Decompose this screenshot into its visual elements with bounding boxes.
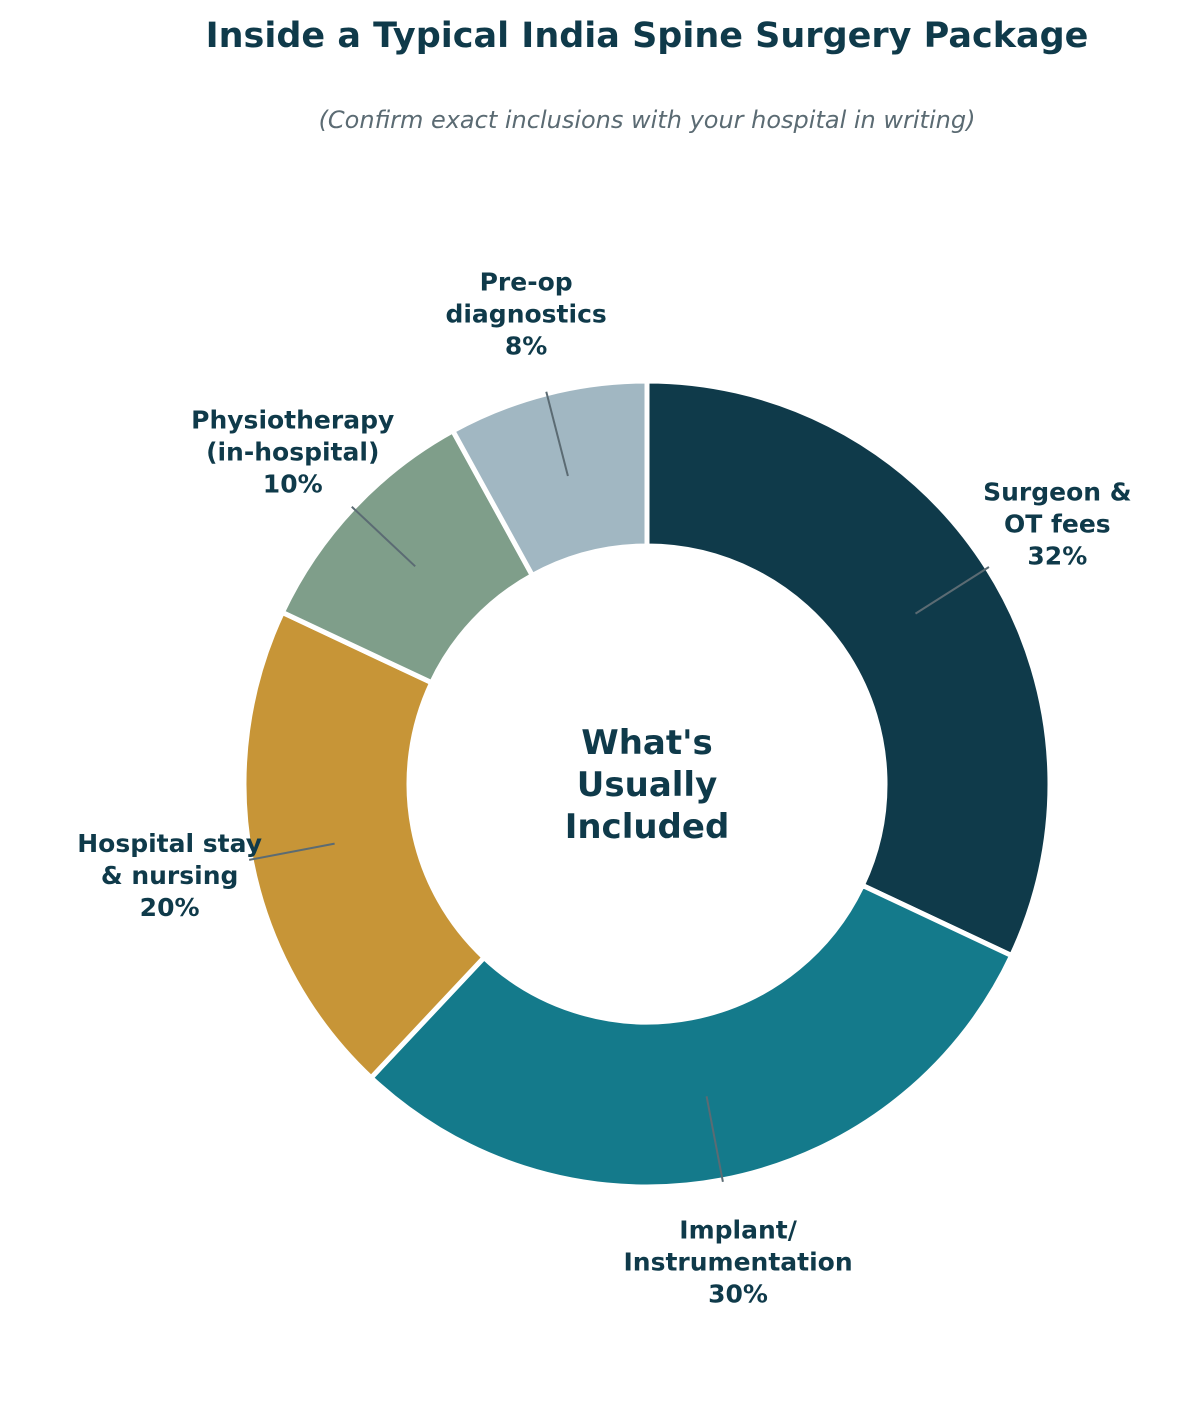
- center-label: What's Usually Included: [565, 723, 730, 847]
- slice-label-2: Implant/Instrumentation 30%: [623, 1215, 852, 1308]
- slice-labels: Surgeon & OT fees 32% Implant/Instrumentati…: [77, 267, 1131, 1308]
- donut-slice-2: [367, 882, 1015, 1190]
- slice-label-1: Surgeon & OT fees 32%: [983, 478, 1131, 571]
- donut-slice-3: [241, 609, 488, 1082]
- slice-label-3: Hospital stay & nursing 20%: [77, 829, 262, 922]
- leader-line-5: [545, 391, 569, 477]
- leader-line-1: [914, 566, 990, 615]
- donut-slice-1: [644, 378, 1053, 959]
- leader-line-4: [351, 506, 416, 568]
- leader-line-2: [705, 1096, 724, 1183]
- slice-label-4: Physiotherapy (in-hospital) 10%: [191, 405, 394, 498]
- slice-label-5: Pre-op diagnostics 8%: [445, 267, 606, 360]
- leader-line-3: [248, 842, 335, 861]
- chart-title: Inside a Typical India Spine Surgery Pac…: [206, 16, 1089, 56]
- leader-lines: [248, 391, 990, 1183]
- chart-subtitle: (Confirm exact inclusions with your hosp…: [319, 106, 976, 134]
- center-text: What's Usually Included: [565, 723, 730, 847]
- donut-slices: [241, 378, 1053, 1190]
- donut-slice-5: [449, 378, 650, 579]
